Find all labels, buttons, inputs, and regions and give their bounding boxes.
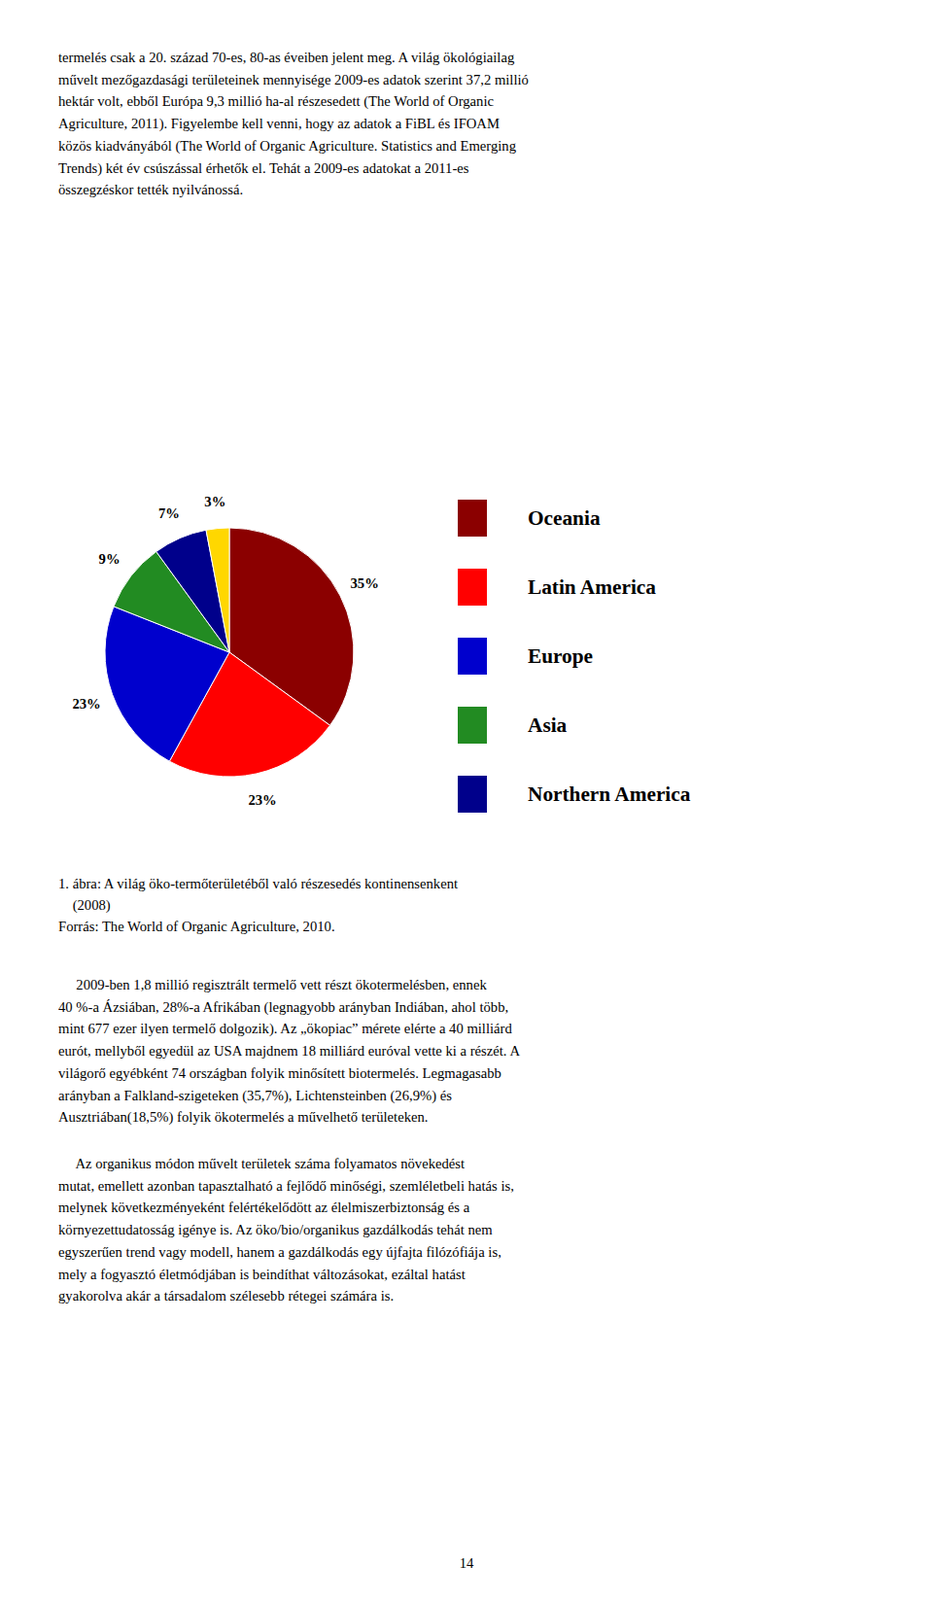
legend-label: Europe <box>527 644 593 668</box>
legend-label: Asia <box>527 713 568 737</box>
chart: 35% 23% 23% 9% 7% 3% Oceania Latin America Europ… <box>0 0 933 1600</box>
body-paragraph: Az organikus módon művelt területek szám… <box>58 1152 515 1308</box>
top-paragraph: termelés csak a 20. század 70-es, 80-as … <box>58 46 529 202</box>
data-label: 23% <box>247 792 277 808</box>
legend: Oceania Latin America Europe Asia Northern A… <box>457 499 692 813</box>
body-paragraph: 2009-ben 1,8 millió regisztrált termelő … <box>58 973 520 1129</box>
legend-swatch <box>457 637 487 675</box>
pie <box>104 527 354 777</box>
legend-swatch <box>457 568 487 606</box>
legend-swatch <box>457 775 487 813</box>
data-label: 35% <box>349 575 379 591</box>
data-label: 9% <box>99 551 121 567</box>
data-label: 3% <box>204 493 226 510</box>
data-label: 7% <box>158 505 180 521</box>
caption: 1. ábra: A világ öko-termőterületéből va… <box>58 872 458 937</box>
legend-label: Northern America <box>527 782 692 806</box>
legend-swatch <box>457 499 487 537</box>
legend-swatch <box>457 706 487 744</box>
page-number: 14 <box>0 1555 933 1572</box>
legend-label: Latin America <box>527 575 657 599</box>
page: termelés csak a 20. század 70-es, 80-as … <box>0 0 933 1600</box>
legend-label: Oceania <box>527 506 601 530</box>
data-label: 23% <box>71 695 101 712</box>
pie-slice <box>206 527 230 653</box>
